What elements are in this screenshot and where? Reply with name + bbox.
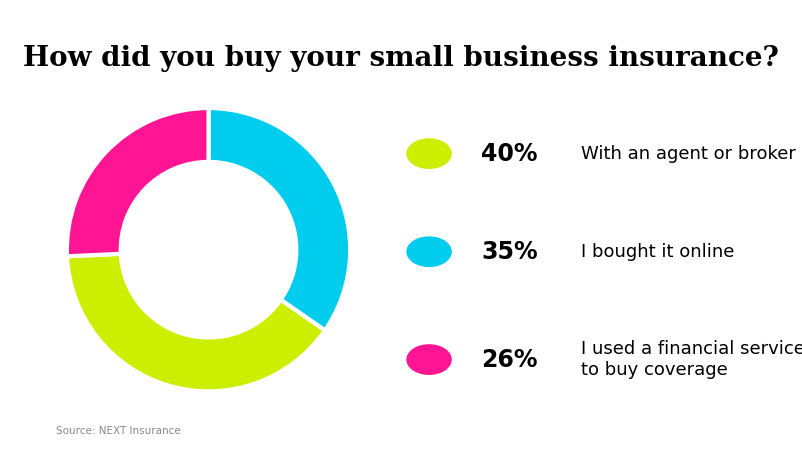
Ellipse shape [407,139,451,168]
Text: How did you buy your small business insurance?: How did you buy your small business insu… [23,45,779,72]
Ellipse shape [407,345,451,374]
Text: 40%: 40% [481,142,537,166]
Ellipse shape [407,237,451,266]
Wedge shape [67,254,325,391]
Wedge shape [209,108,350,331]
Text: I used a financial service
to buy coverage: I used a financial service to buy covera… [581,340,802,379]
Text: I bought it online: I bought it online [581,243,735,261]
Text: 35%: 35% [481,240,538,264]
Text: Source: NEXT Insurance: Source: NEXT Insurance [56,426,181,436]
Wedge shape [67,108,209,257]
Text: With an agent or broker: With an agent or broker [581,145,796,163]
Text: 26%: 26% [481,348,537,371]
